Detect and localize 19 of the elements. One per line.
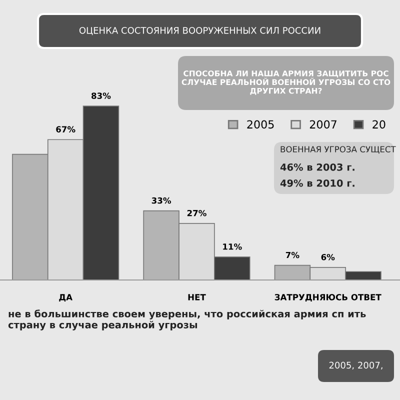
text: не в большинстве своем уверены, что российская армия сп ить страну в случае реальной угрозы [8, 310, 366, 330]
annotation: 46% в 2003 г. [280, 163, 354, 171]
data-label: 33% [152, 197, 172, 204]
data-label: 11% [223, 243, 242, 250]
annotation: ВОЕННАЯ УГРОЗА СУЩЕСТ [280, 146, 396, 154]
data-label: 27% [187, 210, 206, 216]
text: 2005, 2007, [329, 362, 382, 370]
x-tick-label: ЗАТРУДНЯЮСЬ ОТВЕТ [274, 294, 382, 302]
annotation: 49% в 2010 г. [280, 179, 354, 187]
data-label: 7% [286, 252, 300, 258]
x-tick-label: ДА [59, 294, 72, 302]
data-label: 6% [321, 254, 335, 260]
legend-label: 2005 [247, 120, 274, 129]
legend-label: 2007 [310, 120, 336, 129]
x-tick-label: НЕТ [188, 294, 206, 300]
chart-title: ОЦЕНКА СОСТОЯНИЯ ВООРУЖЕННЫХ СИЛ РОССИИ [79, 26, 320, 36]
legend-label: 20 [372, 120, 386, 129]
data-label: 83% [92, 92, 111, 99]
data-label: 67% [56, 126, 76, 132]
